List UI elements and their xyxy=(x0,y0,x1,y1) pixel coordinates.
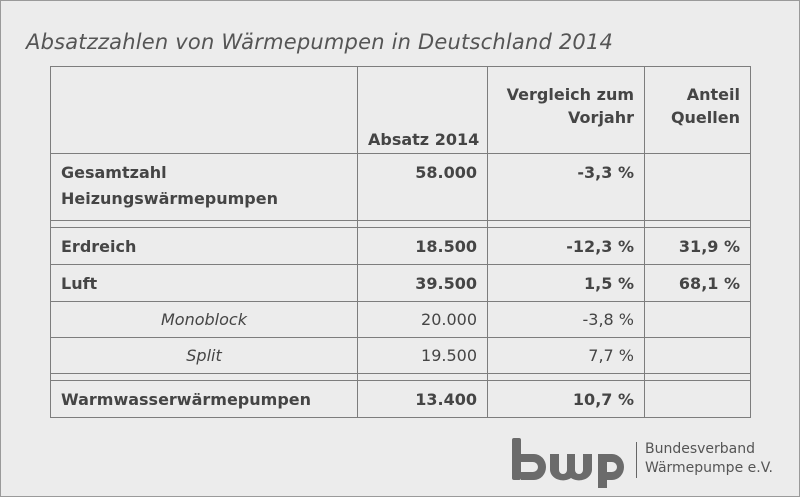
header-row: Absatz 2014 Vergleich zum Vorjahr Anteil… xyxy=(50,66,751,154)
table-row-warmwasser: Warmwasserwärmepumpen 13.400 10,7 % xyxy=(50,380,751,418)
row-label: Split xyxy=(50,337,358,374)
cell-absatz: 39.500 xyxy=(357,264,488,302)
logo-line1: Bundesverband xyxy=(645,441,756,457)
cell-anteil: 31,9 % xyxy=(644,227,751,265)
header-vergleich-line2: Vorjahr xyxy=(568,108,634,127)
bwp-logo xyxy=(512,438,624,488)
cell-vergleich: 1,5 % xyxy=(487,264,645,302)
cell-vergleich: 10,7 % xyxy=(487,380,645,418)
spacer-row xyxy=(50,373,751,381)
header-empty-cell xyxy=(50,66,358,154)
cell-absatz: 13.400 xyxy=(357,380,488,418)
cell-absatz: 58.000 xyxy=(357,153,488,221)
table-row-gesamt: Gesamtzahl Heizungswärmepumpen 58.000 -3… xyxy=(50,153,751,221)
cell-anteil xyxy=(644,301,751,338)
table-row-monoblock: Monoblock 20.000 -3,8 % xyxy=(50,301,751,338)
header-anteil: Anteil Quellen xyxy=(644,66,751,154)
row-label: Erdreich xyxy=(50,227,358,265)
row-label: Monoblock xyxy=(50,301,358,338)
row-label-line2: Heizungswärmepumpen xyxy=(61,189,278,208)
header-vergleich: Vergleich zum Vorjahr xyxy=(487,66,645,154)
logo-text: Bundesverband Wärmepumpe e.V. xyxy=(645,440,773,478)
cell-anteil xyxy=(644,337,751,374)
spacer-row xyxy=(50,220,751,228)
row-label: Luft xyxy=(50,264,358,302)
header-anteil-line1: Anteil xyxy=(686,85,740,104)
cell-absatz: 20.000 xyxy=(357,301,488,338)
table-row-erdreich: Erdreich 18.500 -12,3 % 31,9 % xyxy=(50,227,751,265)
row-label: Gesamtzahl Heizungswärmepumpen xyxy=(50,153,358,221)
header-anteil-line2: Quellen xyxy=(670,108,740,127)
header-vergleich-line1: Vergleich zum xyxy=(506,85,634,104)
cell-absatz: 19.500 xyxy=(357,337,488,374)
cell-vergleich: -3,8 % xyxy=(487,301,645,338)
row-label: Warmwasserwärmepumpen xyxy=(50,380,358,418)
row-label-line1: Gesamtzahl xyxy=(61,163,167,182)
cell-vergleich: 7,7 % xyxy=(487,337,645,374)
cell-anteil: 68,1 % xyxy=(644,264,751,302)
header-absatz: Absatz 2014 xyxy=(357,66,488,154)
table-row-luft: Luft 39.500 1,5 % 68,1 % xyxy=(50,264,751,302)
cell-anteil xyxy=(644,153,751,221)
figure-title: Absatzzahlen von Wärmepumpen in Deutschl… xyxy=(26,30,614,54)
logo-line2: Wärmepumpe e.V. xyxy=(645,460,773,476)
cell-vergleich: -12,3 % xyxy=(487,227,645,265)
table-row-split: Split 19.500 7,7 % xyxy=(50,337,751,374)
cell-anteil xyxy=(644,380,751,418)
cell-vergleich: -3,3 % xyxy=(487,153,645,221)
logo-divider xyxy=(636,442,637,478)
sales-table: Absatz 2014 Vergleich zum Vorjahr Anteil… xyxy=(50,66,751,418)
cell-absatz: 18.500 xyxy=(357,227,488,265)
